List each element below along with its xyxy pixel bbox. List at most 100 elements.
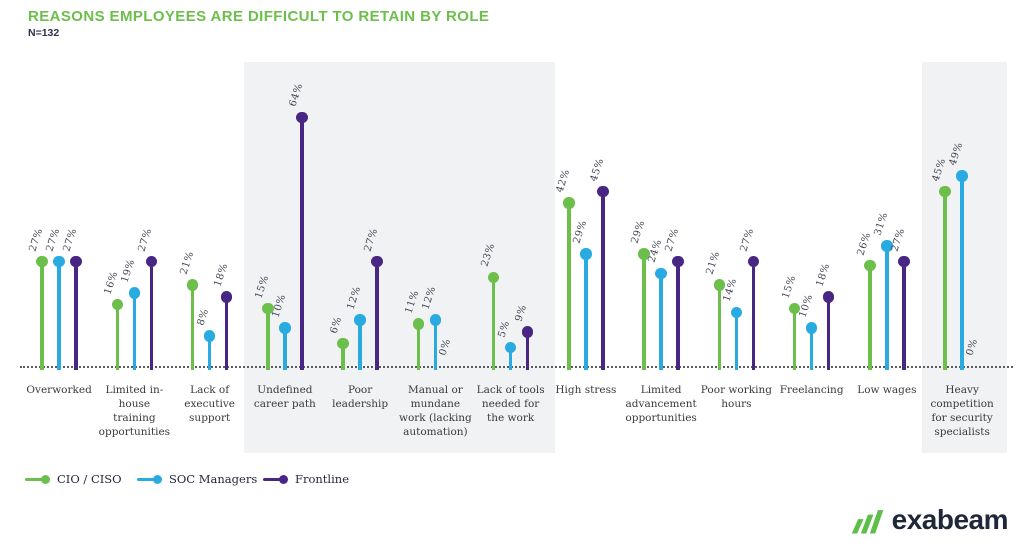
lollipop-pin: 31% (872, 211, 893, 370)
value-label: 42% (554, 168, 573, 195)
lollipop-pin: 24% (647, 238, 667, 370)
pin-dot (354, 314, 366, 326)
pin-dot (220, 291, 233, 303)
pin-dot (805, 322, 818, 334)
pin-dot (939, 185, 951, 198)
pin-stem (508, 347, 513, 370)
value-label: 14% (721, 277, 740, 304)
pin-dot (881, 240, 893, 252)
lollipop-pin: 49% (948, 141, 968, 370)
pin-stem (717, 285, 722, 370)
category-label: Freelancing (779, 384, 844, 396)
pin-stem (567, 203, 571, 370)
exabeam-wordmark: exabeam (891, 504, 1009, 535)
chart-title: REASONS EMPLOYEES ARE DIFFICULT TO RETAI… (28, 8, 490, 25)
category-label: Lack of executive support (184, 384, 235, 424)
pin-dot (713, 279, 726, 291)
lollipop-pin: 10% (797, 293, 818, 370)
pin-dot (36, 255, 48, 268)
pin-stem (943, 191, 947, 370)
pin-dot (186, 279, 199, 291)
lollipop-pin: 8% (195, 307, 216, 370)
pin-stem (132, 292, 137, 370)
pin-dot (337, 337, 349, 350)
value-label: 27% (27, 226, 46, 253)
lollipop-group: 15% 10% 64% (247, 82, 322, 370)
value-label: 18% (814, 261, 832, 288)
legend-label: SOC Managers (169, 472, 258, 486)
legend-item-soc-managers: SOC Managers (137, 472, 257, 486)
pin-stem (601, 191, 605, 370)
lollipop-pin: 27% (664, 227, 684, 370)
pin-stem (659, 273, 663, 370)
pin-dot (672, 255, 684, 268)
category-label: Manual or mundane work (lacking automati… (398, 384, 472, 438)
pin-stem (341, 343, 345, 370)
lollipop-group: 42% 29% 45% (548, 157, 623, 370)
value-label: 29% (629, 218, 648, 245)
pin-stem (283, 328, 287, 370)
pin-dot (747, 255, 760, 268)
pin-dot (521, 326, 534, 338)
pin-dot (788, 302, 801, 315)
value-label: 31% (872, 211, 891, 238)
pin-stem (792, 308, 797, 370)
legend-marker-frontline (263, 474, 288, 484)
pin-dot (580, 248, 592, 260)
lollipop-pin: 26% (855, 231, 876, 370)
lollipop-pin: 27% (62, 227, 82, 370)
lollipop-pin: 64% (287, 82, 308, 370)
pin-stem (885, 246, 889, 370)
value-label: 15% (253, 273, 272, 300)
pin-stem (751, 261, 756, 370)
highlight-band (244, 62, 556, 453)
lollipop-pin: 29% (571, 219, 592, 370)
pin-dot (730, 306, 743, 319)
pin-stem (491, 277, 496, 370)
pin-stem (74, 261, 78, 370)
exabeam-logo-icon (851, 510, 883, 534)
lollipop-pin: 9% (513, 303, 534, 370)
lollipop-pin: 12% (346, 285, 366, 370)
value-label: 19% (119, 257, 138, 284)
category-label: Low wages (857, 384, 917, 396)
pin-stem (149, 261, 154, 370)
value-label: 9% (513, 303, 529, 323)
pin-dot (279, 322, 291, 334)
value-label: 27% (889, 226, 908, 253)
value-label: 12% (345, 285, 364, 312)
value-label: 10% (797, 293, 815, 319)
category-label: High stress (555, 384, 617, 396)
lollipop-pin: 6% (329, 315, 349, 370)
pin-stem (809, 328, 814, 370)
lollipop-pin: 14% (722, 277, 743, 370)
lollipop-pin: 21% (178, 250, 199, 370)
lollipop-pin: 18% (814, 262, 835, 370)
lollipop-group: 6% 12% 27% (323, 227, 398, 370)
pin-stem (224, 296, 229, 370)
lollipop-group: 29% 24% 27% (624, 219, 699, 370)
chart-legend: CIO / CISO SOC Managers Frontline (0, 472, 1024, 492)
pin-stem (525, 331, 530, 370)
pin-dot (956, 170, 968, 182)
lollipop-pin: 19% (120, 258, 141, 370)
pin-dot (53, 255, 65, 268)
value-label: 21% (704, 250, 723, 277)
lollipop-group: 45% 49% 0% (925, 141, 1000, 370)
pin-dot (504, 341, 517, 354)
value-label: 26% (855, 230, 874, 257)
pin-stem (868, 265, 872, 370)
legend-label: CIO / CISO (57, 472, 122, 486)
lollipop-group: 21% 14% 27% (699, 227, 774, 370)
pin-stem (190, 285, 195, 370)
pin-dot (111, 298, 124, 311)
pin-dot (371, 255, 383, 268)
value-label: 45% (588, 156, 607, 183)
axis-baseline (20, 366, 1013, 368)
value-label: 6% (328, 315, 345, 335)
pin-stem (826, 296, 831, 370)
pin-dot (296, 111, 308, 124)
pin-stem (433, 320, 438, 370)
